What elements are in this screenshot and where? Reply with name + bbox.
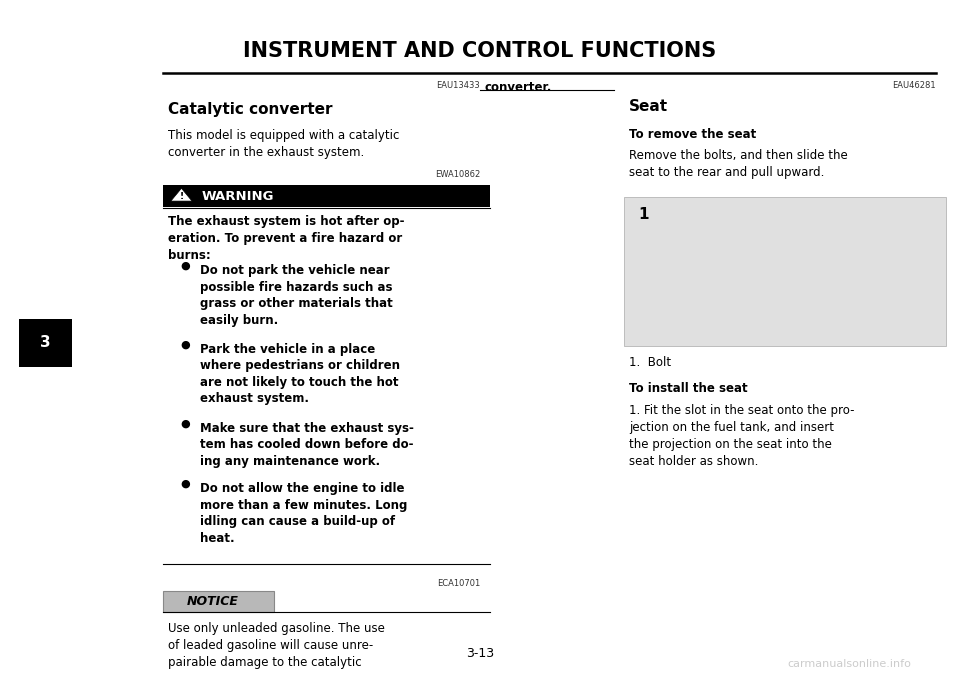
Text: Remove the bolts, and then slide the
seat to the rear and pull upward.: Remove the bolts, and then slide the sea… bbox=[629, 149, 848, 179]
Text: Do not park the vehicle near
possible fire hazards such as
grass or other materi: Do not park the vehicle near possible fi… bbox=[200, 264, 393, 327]
Polygon shape bbox=[171, 188, 192, 201]
Text: converter.: converter. bbox=[485, 81, 552, 94]
Text: NOTICE: NOTICE bbox=[187, 595, 239, 608]
Text: 1. Fit the slot in the seat onto the pro-
jection on the fuel tank, and insert
t: 1. Fit the slot in the seat onto the pro… bbox=[629, 404, 854, 468]
Text: WARNING: WARNING bbox=[202, 189, 275, 203]
Text: carmanualsonline.info: carmanualsonline.info bbox=[787, 659, 911, 669]
Text: EAU13433: EAU13433 bbox=[436, 81, 480, 90]
Text: Use only unleaded gasoline. The use
of leaded gasoline will cause unre-
pairable: Use only unleaded gasoline. The use of l… bbox=[168, 622, 385, 669]
Text: The exhaust system is hot after op-
eration. To prevent a fire hazard or
burns:: The exhaust system is hot after op- erat… bbox=[168, 215, 404, 262]
FancyBboxPatch shape bbox=[19, 319, 72, 367]
Text: ●: ● bbox=[180, 261, 190, 271]
Text: !: ! bbox=[180, 192, 183, 202]
Text: To remove the seat: To remove the seat bbox=[629, 128, 756, 141]
Text: 1: 1 bbox=[638, 207, 649, 222]
Text: EWA10862: EWA10862 bbox=[435, 170, 480, 179]
Text: Catalytic converter: Catalytic converter bbox=[168, 102, 332, 117]
Text: This model is equipped with a catalytic
converter in the exhaust system.: This model is equipped with a catalytic … bbox=[168, 129, 399, 159]
Text: To install the seat: To install the seat bbox=[629, 382, 748, 395]
Text: ●: ● bbox=[180, 479, 190, 489]
Text: 3-13: 3-13 bbox=[466, 647, 494, 660]
Text: Seat: Seat bbox=[629, 99, 668, 114]
Text: INSTRUMENT AND CONTROL FUNCTIONS: INSTRUMENT AND CONTROL FUNCTIONS bbox=[244, 41, 716, 60]
Text: Park the vehicle in a place
where pedestrians or children
are not likely to touc: Park the vehicle in a place where pedest… bbox=[200, 343, 399, 405]
Text: ECA10701: ECA10701 bbox=[437, 579, 480, 588]
FancyBboxPatch shape bbox=[163, 185, 490, 207]
FancyBboxPatch shape bbox=[163, 591, 274, 612]
Text: ●: ● bbox=[180, 340, 190, 350]
Text: Make sure that the exhaust sys-
tem has cooled down before do-
ing any maintenan: Make sure that the exhaust sys- tem has … bbox=[200, 422, 414, 468]
Text: Do not allow the engine to idle
more than a few minutes. Long
idling can cause a: Do not allow the engine to idle more tha… bbox=[200, 482, 407, 545]
FancyBboxPatch shape bbox=[624, 197, 946, 346]
Text: 3: 3 bbox=[39, 335, 51, 350]
Text: EAU46281: EAU46281 bbox=[893, 81, 936, 90]
Text: 1.  Bolt: 1. Bolt bbox=[629, 356, 671, 369]
Text: ●: ● bbox=[180, 418, 190, 428]
